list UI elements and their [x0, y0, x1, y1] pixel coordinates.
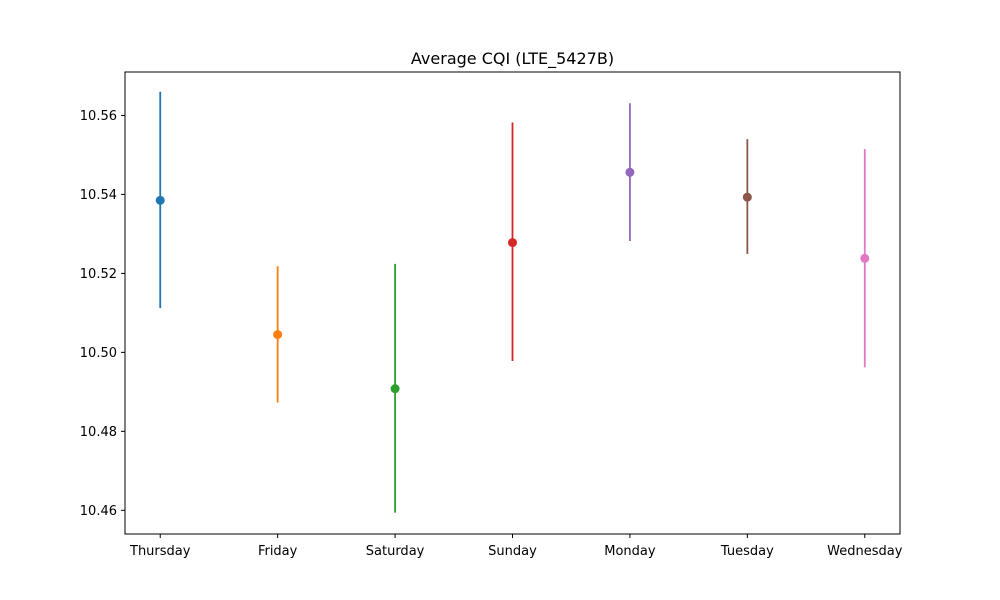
x-tick-label: Monday [604, 544, 656, 559]
x-tick-label: Thursday [129, 544, 191, 559]
y-tick-label: 10.54 [80, 188, 117, 203]
mean-point-saturday [390, 384, 400, 394]
x-tick-label: Wednesday [827, 544, 903, 559]
mean-point-monday [625, 167, 635, 177]
y-tick-label: 10.50 [80, 346, 117, 361]
mean-point-sunday [508, 238, 517, 248]
plot-frame [124, 71, 901, 535]
mean-point-friday [273, 330, 283, 340]
mean-point-wednesday [860, 253, 870, 263]
mean-point-tuesday [742, 192, 752, 202]
x-tick-label: Friday [258, 544, 298, 559]
chart-marks [155, 91, 870, 513]
x-tick-label: Tuesday [720, 544, 774, 559]
chart-title: Average CQI (LTE_5427B) [411, 49, 614, 69]
y-tick-label: 10.48 [80, 425, 117, 440]
x-axis: Thursday Friday Saturday Sunday Monday Tuesda… [129, 534, 903, 559]
y-tick-label: 10.52 [80, 267, 117, 282]
y-tick-label: 10.56 [80, 109, 117, 124]
y-tick-label: 10.46 [80, 504, 117, 519]
y-axis: 10.46 10.48 10.50 10.52 10.54 10.56 [80, 109, 125, 519]
x-tick-label: Saturday [366, 544, 425, 559]
mean-point-thursday [155, 195, 165, 205]
x-tick-label: Sunday [488, 544, 537, 559]
